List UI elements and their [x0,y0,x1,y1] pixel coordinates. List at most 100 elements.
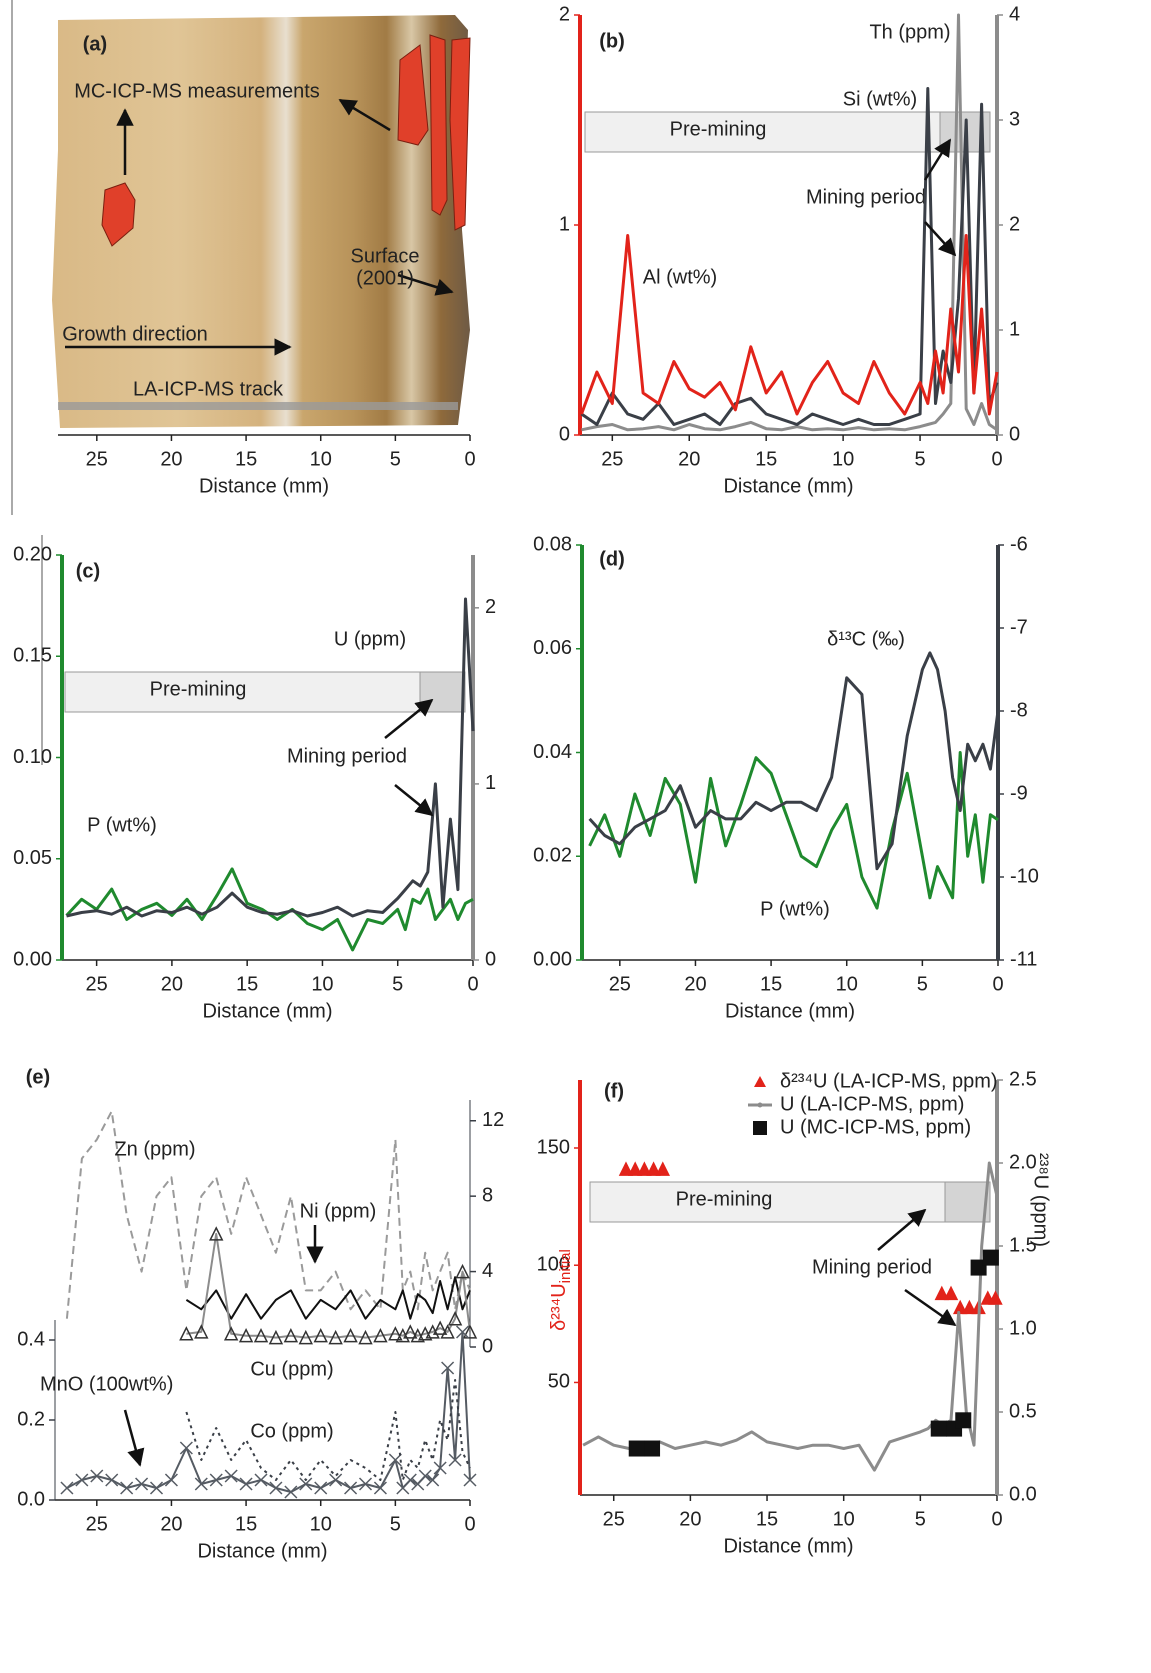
series-line [580,234,999,416]
marker [164,1473,178,1487]
y2-tick-label: 2.0 [1009,1151,1037,1173]
y-tick-label: 100 [537,1254,570,1276]
y-axis-title-sub: initial [557,1249,574,1283]
series-label: Co (ppm) [250,1420,333,1442]
annotation: Mining period [812,1256,932,1278]
marker [209,1226,224,1241]
y2-tick-label: 8 [482,1184,493,1206]
series-line [65,1110,471,1319]
marker [646,1161,661,1176]
panel-label: (a) [83,33,107,55]
y-tick-label: 0.0 [17,1488,45,1510]
marker [269,1481,283,1495]
series-line [588,751,999,910]
marker [344,1481,358,1495]
y2-tick-label: 0 [1009,423,1020,445]
annotation: Growth direction [62,323,208,345]
y-tick-label: 0.04 [533,741,572,763]
y2-tick-label: 4 [1009,3,1020,25]
series-line [65,867,474,952]
marker [328,1329,343,1345]
y-tick-label: 2 [559,3,570,25]
marker [283,1328,299,1343]
marker [90,1469,104,1483]
series-label: Th (ppm) [869,21,950,43]
marker [194,1477,208,1491]
series-label: P (wt%) [760,898,830,920]
marker [313,1328,328,1343]
arrow [923,138,952,181]
x-tick-label: 15 [760,973,782,995]
y-tick-label: 0.06 [533,637,572,659]
marker [373,1481,387,1495]
x-tick-label: 20 [161,973,183,995]
y2-tick-label: 3 [1009,108,1020,130]
x-tick-label: 20 [678,448,700,470]
series-line [582,1161,999,1472]
series-label: Cu (ppm) [250,1358,333,1380]
x-tick-label: 5 [390,448,401,470]
y2-tick-label: -6 [1010,533,1028,555]
marker [149,1481,164,1495]
x-tick-label: 0 [467,973,478,995]
legend-marker [753,1121,767,1135]
y-tick-label: 0.10 [13,746,52,768]
marker [627,1161,643,1176]
period-box [944,1181,991,1223]
marker [299,1477,313,1491]
y2-tick-label: -8 [1010,699,1028,721]
marker [426,1473,440,1487]
annotation: Pre-mining [676,1188,773,1210]
marker [637,1161,652,1176]
legend-marker [754,1076,766,1087]
y-axis-title: δ²³⁴Uinitial [548,1249,574,1331]
x-tick-label: 0 [464,448,475,470]
y2-tick-label: 1.0 [1009,1317,1037,1339]
sample-spot [449,37,471,231]
y2-tick-label: 4 [482,1260,493,1282]
y2-tick-label: 1 [485,772,496,794]
rock-sample [52,15,470,428]
x-tick-label: 5 [917,973,928,995]
marker [988,1290,1003,1305]
x-axis-title: Distance (mm) [202,1000,332,1022]
marker [463,1473,477,1487]
legend-label: U (MC-ICP-MS, ppm) [780,1116,971,1138]
marker [655,1161,671,1176]
y-tick-label: 0.15 [13,645,52,667]
sample-spot [397,44,429,146]
marker [418,1469,432,1483]
marker [462,1324,478,1339]
x-tick-label: 5 [390,1513,401,1535]
marker [456,1325,470,1339]
period-box [589,1181,946,1223]
y-tick-label: 0.00 [533,948,572,970]
series-line [580,87,999,426]
y-tick-label: 150 [537,1136,570,1158]
arrow [338,98,391,132]
legend-marker [757,1102,763,1108]
x-tick-label: 5 [915,448,926,470]
panel-label: (d) [599,548,625,570]
x-tick-label: 25 [86,973,108,995]
y2-tick-label: 1 [1009,318,1020,340]
y-tick-label: 0.08 [533,533,572,555]
y-tick-label: 50 [548,1371,570,1393]
x-tick-label: 10 [836,973,858,995]
y2-tick-label: -9 [1010,782,1028,804]
marker [432,1320,448,1335]
x-tick-label: 15 [755,448,777,470]
annotation: Pre-mining [150,678,247,700]
x-tick-label: 25 [601,448,623,470]
annotation: LA-ICP-MS track [133,378,284,400]
period-box [64,671,421,713]
marker [268,1329,284,1345]
marker [970,1259,987,1276]
x-tick-label: 0 [991,1508,1002,1530]
arrow [384,698,434,739]
y2-tick-label: 2 [485,596,496,618]
legend-label: δ²³⁴U (LA-ICP-MS, ppm) [780,1070,998,1092]
y-tick-label: 0.02 [533,845,572,867]
